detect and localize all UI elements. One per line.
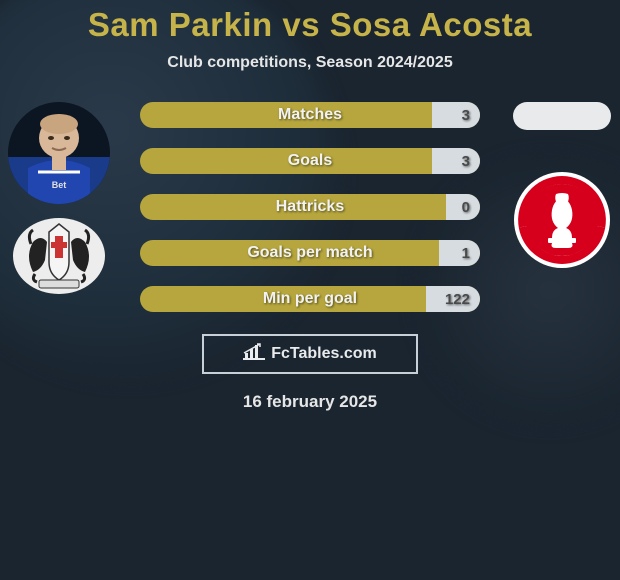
right-club-crest <box>512 170 612 270</box>
bar-chart-icon <box>243 343 265 366</box>
stat-bar-right-fill <box>426 286 480 312</box>
comparison-area: Bet <box>0 102 620 312</box>
stat-label: Hattricks <box>140 198 480 216</box>
stat-bar-matches: Matches 3 <box>140 102 480 128</box>
stat-label: Goals <box>140 152 480 170</box>
stat-bar-right-fill <box>439 240 480 266</box>
page-title: Sam Parkin vs Sosa Acosta <box>88 6 532 44</box>
stat-label: Goals per match <box>140 244 480 262</box>
branding-box: FcTables.com <box>202 334 418 374</box>
right-player-avatar-placeholder <box>513 102 611 130</box>
left-club-crest <box>11 214 107 298</box>
stat-bar-min-per-goal: Min per goal 122 <box>140 286 480 312</box>
stat-bar-right-fill <box>446 194 480 220</box>
branding-text: FcTables.com <box>271 345 377 363</box>
stat-bar-goals-per-match: Goals per match 1 <box>140 240 480 266</box>
stat-bars: Matches 3 Goals 3 Hattricks 0 Goals per … <box>140 102 480 312</box>
svg-text:Bet: Bet <box>52 180 67 190</box>
stat-label: Matches <box>140 106 480 124</box>
stat-bar-hattricks: Hattricks 0 <box>140 194 480 220</box>
left-player-column: Bet <box>8 102 110 298</box>
right-player-column <box>512 102 612 270</box>
subtitle: Club competitions, Season 2024/2025 <box>167 54 452 72</box>
stat-bar-right-fill <box>432 102 480 128</box>
stat-bar-goals: Goals 3 <box>140 148 480 174</box>
infographic-date: 16 february 2025 <box>243 392 377 412</box>
stat-bar-right-fill <box>432 148 480 174</box>
left-player-avatar: Bet <box>8 102 110 204</box>
